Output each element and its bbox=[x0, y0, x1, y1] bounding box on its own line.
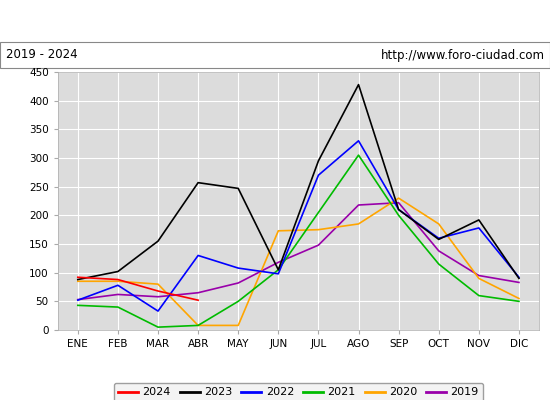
Text: 2019 - 2024: 2019 - 2024 bbox=[6, 48, 77, 62]
Text: Evolucion Nº Turistas Nacionales en el municipio de Yelo: Evolucion Nº Turistas Nacionales en el m… bbox=[42, 14, 508, 28]
Legend: 2024, 2023, 2022, 2021, 2020, 2019: 2024, 2023, 2022, 2021, 2020, 2019 bbox=[113, 383, 483, 400]
Text: http://www.foro-ciudad.com: http://www.foro-ciudad.com bbox=[381, 48, 544, 62]
